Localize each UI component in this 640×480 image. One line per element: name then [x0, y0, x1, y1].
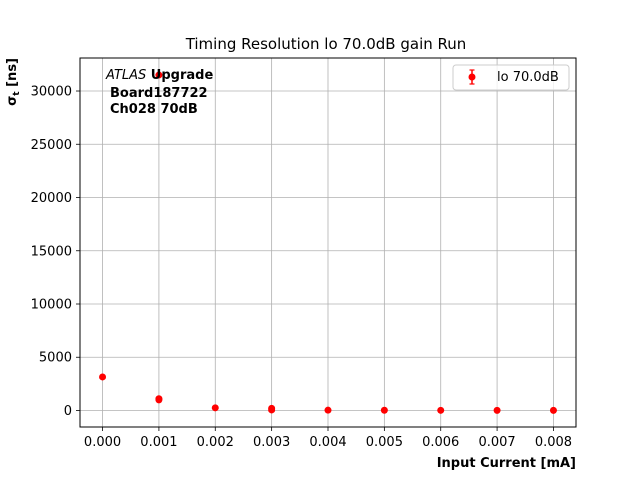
data-point	[155, 71, 163, 79]
upgrade-label: Upgrade	[146, 68, 213, 83]
x-tick-label: 0.005	[366, 435, 403, 450]
atlas-annotation: ATLAS Upgrade Board187722 Ch028 70dB	[105, 68, 213, 117]
legend-marker-icon	[468, 73, 476, 81]
legend-box	[452, 64, 570, 91]
y-axis-label-symbol: σ	[5, 96, 20, 106]
x-tick-label: 0.007	[478, 435, 515, 450]
x-axis-ticks: 0.000 0.001 0.002 0.003 0.004 0.005 0.006 0.007…	[84, 427, 572, 450]
y-axis-ticks: 0 5000 10000 15000 20000 25000 30000	[31, 85, 80, 419]
channel-label: Ch028 70dB	[110, 102, 198, 117]
x-tick-label: 0.008	[535, 435, 572, 450]
y-tick-label: 15000	[31, 244, 72, 259]
x-tick-label: 0.003	[253, 435, 290, 450]
atlas-label: ATLAS	[105, 68, 146, 83]
atlas-annotation-line1: ATLAS Upgrade	[105, 68, 213, 83]
y-tick-label: 30000	[31, 85, 72, 100]
legend: lo 70.0dB	[452, 64, 570, 91]
y-tick-label: 5000	[39, 351, 72, 366]
y-axis-label-subscript: t	[12, 91, 22, 96]
data-point	[324, 406, 332, 414]
data-point	[493, 406, 501, 414]
x-tick-label: 0.000	[84, 435, 121, 450]
data-point	[155, 396, 163, 404]
data-point	[268, 406, 276, 414]
y-tick-label: 25000	[31, 138, 72, 153]
x-tick-label: 0.006	[422, 435, 459, 450]
data-points	[99, 71, 557, 414]
chart-title: Timing Resolution lo 70.0dB gain Run	[185, 35, 467, 53]
y-tick-label: 10000	[31, 298, 72, 313]
x-tick-label: 0.004	[309, 435, 346, 450]
data-point	[437, 406, 445, 414]
x-tick-label: 0.002	[197, 435, 234, 450]
y-tick-label: 20000	[31, 191, 72, 206]
board-label: Board187722	[110, 86, 208, 101]
x-tick-label: 0.001	[140, 435, 177, 450]
x-axis-label: Input Current [mA]	[437, 456, 576, 471]
y-axis-label-unit: [ns]	[5, 58, 20, 91]
data-point	[99, 373, 107, 381]
legend-label: lo 70.0dB	[497, 70, 559, 85]
data-point	[549, 406, 557, 414]
y-tick-label: 0	[64, 404, 72, 419]
y-axis-label: σt [ns]	[5, 58, 22, 106]
data-point	[380, 406, 388, 414]
data-point	[211, 404, 219, 412]
